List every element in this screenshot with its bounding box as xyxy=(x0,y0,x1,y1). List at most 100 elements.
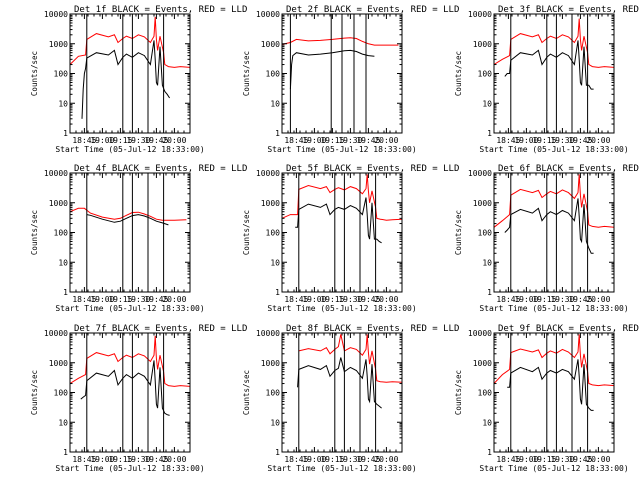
y-tick-label: 100 xyxy=(266,70,281,79)
x-tick-label: 18:45 xyxy=(284,295,308,304)
y-tick-label: 10 xyxy=(482,99,492,108)
x-tick-label: 20:00 xyxy=(586,455,610,464)
x-tick-label: 19:15 xyxy=(320,136,344,145)
x-axis-label: Start Time (05-Jul-12 18:33:00) xyxy=(479,304,628,313)
y-axis-label: Counts/sec xyxy=(30,210,39,255)
x-tick-label: 19:00 xyxy=(302,455,326,464)
x-tick-label: 18:45 xyxy=(72,295,96,304)
panel: Det 4f BLACK = Events, RED = LLD 1 10 100 10… xyxy=(30,164,247,313)
x-tick-label: 20:00 xyxy=(374,295,398,304)
x-tick-label: 19:00 xyxy=(302,136,326,145)
x-tick-label: 19:45 xyxy=(144,295,168,304)
y-tick-label: 1 xyxy=(487,448,492,457)
y-tick-label: 1000 xyxy=(473,359,492,368)
x-axis-label: Start Time (05-Jul-12 18:33:00) xyxy=(479,145,628,154)
plot-frame xyxy=(69,172,191,293)
series-line xyxy=(69,207,187,221)
y-tick-label: 10 xyxy=(58,418,68,427)
y-axis-label: Counts/sec xyxy=(30,51,39,96)
x-tick-label: 19:45 xyxy=(568,455,592,464)
y-tick-label: 10000 xyxy=(44,329,68,338)
panel-title: Det 7f BLACK = Events, RED = LLD xyxy=(74,324,247,334)
panel-title: Det 6f BLACK = Events, RED = LLD xyxy=(498,164,640,174)
x-tick-label: 19:30 xyxy=(550,136,574,145)
panel: Det 7f BLACK = Events, RED = LLD 1 10 100 10… xyxy=(30,324,247,473)
x-tick-label: 19:45 xyxy=(144,455,168,464)
panel-title: Det 9f BLACK = Events, RED = LLD xyxy=(498,324,640,334)
x-axis-label: Start Time (05-Jul-12 18:33:00) xyxy=(479,464,628,473)
x-tick-label: 19:00 xyxy=(90,136,114,145)
y-tick-label: 1000 xyxy=(49,40,68,49)
y-axis-label: Counts/sec xyxy=(242,210,251,255)
x-tick-label: 19:15 xyxy=(108,455,132,464)
y-tick-label: 100 xyxy=(478,389,493,398)
x-tick-label: 19:45 xyxy=(356,455,380,464)
y-tick-label: 10000 xyxy=(256,329,280,338)
x-tick-label: 18:45 xyxy=(496,455,520,464)
series-line xyxy=(289,49,375,90)
x-tick-label: 18:45 xyxy=(284,455,308,464)
y-tick-label: 10 xyxy=(270,258,280,267)
x-tick-label: 19:00 xyxy=(514,295,538,304)
y-axis-label: Counts/sec xyxy=(30,370,39,415)
x-axis-label: Start Time (05-Jul-12 18:33:00) xyxy=(55,304,204,313)
y-tick-label: 100 xyxy=(54,70,69,79)
y-tick-label: 1 xyxy=(63,288,68,297)
y-tick-label: 100 xyxy=(266,389,281,398)
panel-title: Det 3f BLACK = Events, RED = LLD xyxy=(498,5,640,15)
series-line xyxy=(281,174,403,221)
series-line xyxy=(295,197,382,244)
y-tick-label: 100 xyxy=(54,389,69,398)
x-tick-label: 20:00 xyxy=(586,295,610,304)
x-tick-label: 19:45 xyxy=(568,295,592,304)
y-tick-label: 100 xyxy=(478,229,493,238)
y-axis-label: Counts/sec xyxy=(454,370,463,415)
x-tick-label: 20:00 xyxy=(374,136,398,145)
panel-title: Det 8f BLACK = Events, RED = LLD xyxy=(286,324,459,334)
y-tick-label: 10000 xyxy=(468,10,492,19)
y-tick-label: 1000 xyxy=(473,199,492,208)
x-tick-label: 19:15 xyxy=(108,136,132,145)
series-line xyxy=(507,359,594,411)
x-tick-label: 19:15 xyxy=(320,455,344,464)
series-line xyxy=(81,40,171,119)
y-tick-label: 1 xyxy=(63,448,68,457)
series-line xyxy=(297,357,382,409)
y-tick-label: 100 xyxy=(478,70,493,79)
y-tick-label: 1000 xyxy=(49,359,68,368)
panel: Det 8f BLACK = Events, RED = LLD 1 10 100 10… xyxy=(242,324,459,473)
y-tick-label: 10 xyxy=(270,418,280,427)
panel: Det 6f BLACK = Events, RED = LLD 1 10 100 10… xyxy=(454,164,640,313)
x-tick-label: 19:30 xyxy=(126,295,150,304)
plot-frame xyxy=(493,332,615,453)
series-line xyxy=(281,37,399,46)
panel-title: Det 2f BLACK = Events, RED = LLD xyxy=(286,5,459,15)
plot-frame xyxy=(69,332,191,453)
y-tick-label: 1000 xyxy=(261,199,280,208)
plot-frame xyxy=(493,172,615,293)
plot-frame xyxy=(69,13,191,134)
y-tick-label: 1 xyxy=(275,288,280,297)
y-tick-label: 10000 xyxy=(256,10,280,19)
panel: Det 1f BLACK = Events, RED = LLD 1 10 100 10… xyxy=(30,5,247,154)
y-tick-label: 1 xyxy=(275,129,280,138)
y-tick-label: 10 xyxy=(270,99,280,108)
x-tick-label: 19:45 xyxy=(144,136,168,145)
x-tick-label: 19:00 xyxy=(514,136,538,145)
y-tick-label: 100 xyxy=(54,229,69,238)
series-line xyxy=(298,334,403,383)
y-tick-label: 10 xyxy=(482,418,492,427)
x-tick-label: 19:45 xyxy=(356,295,380,304)
x-tick-label: 18:45 xyxy=(496,295,520,304)
x-tick-label: 20:00 xyxy=(586,136,610,145)
x-tick-label: 19:15 xyxy=(532,295,556,304)
y-tick-label: 1000 xyxy=(473,40,492,49)
series-line xyxy=(80,360,170,416)
x-axis-label: Start Time (05-Jul-12 18:33:00) xyxy=(267,304,416,313)
x-axis-label: Start Time (05-Jul-12 18:33:00) xyxy=(55,145,204,154)
y-tick-label: 10 xyxy=(58,99,68,108)
x-tick-label: 20:00 xyxy=(162,455,186,464)
y-tick-label: 10 xyxy=(482,258,492,267)
series-line xyxy=(504,198,594,254)
